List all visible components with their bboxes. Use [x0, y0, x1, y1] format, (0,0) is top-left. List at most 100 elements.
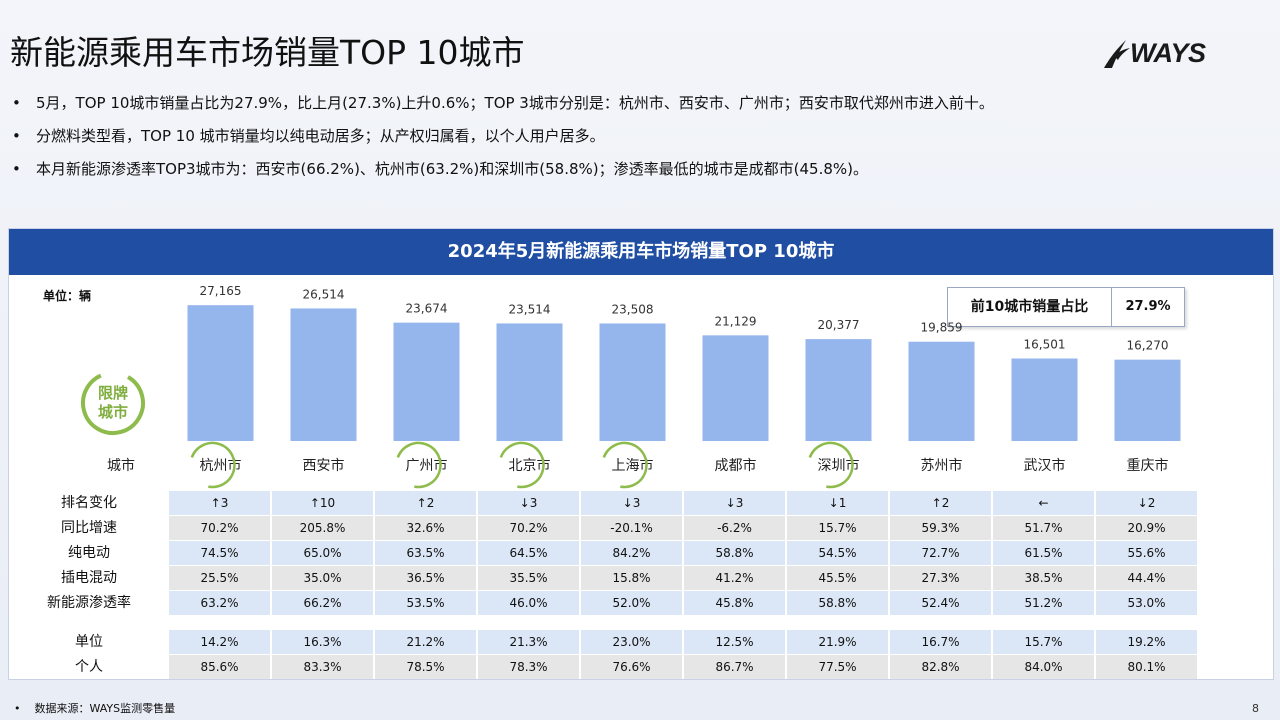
table-row: 插电混动 25.5% 35.0% 36.5% 35.5% 15.8% 41.2% 45.5% 2… — [9, 566, 1199, 590]
table-cell: ↓3 — [478, 491, 579, 515]
table-cell: -20.1% — [581, 516, 682, 540]
bullet-item: 分燃料类型看，TOP 10 城市销量均以纯电动居多；从产权归属看，以个人用户居多… — [10, 123, 1270, 156]
row-label: 插电混动 — [9, 566, 169, 590]
table-cell: ↑3 — [169, 491, 270, 515]
table-cell: 35.0% — [272, 566, 373, 590]
city-tick-label: 杭州市 — [200, 457, 242, 474]
chart-panel: 2024年5月新能源乘用车市场销量TOP 10城市 单位：辆 前10城市销量占比… — [8, 228, 1274, 680]
table-cell: 80.1% — [1096, 655, 1197, 679]
table-cell: 15.7% — [993, 630, 1094, 654]
table-cell: 20.9% — [1096, 516, 1197, 540]
table-cell: 70.2% — [169, 516, 270, 540]
bar-value-label: 16,501 — [1024, 337, 1066, 351]
table-cell: 58.8% — [684, 541, 785, 565]
table-cell: 36.5% — [375, 566, 476, 590]
table-cell: 61.5% — [993, 541, 1094, 565]
row-label: 同比增速 — [9, 516, 169, 540]
data-source: • 数据来源：WAYS监测零售量 — [14, 702, 176, 715]
bar — [1114, 359, 1181, 441]
table-cell: 53.5% — [375, 591, 476, 615]
table-row: 个人 85.6% 83.3% 78.5% 78.3% 76.6% 86.7% 77.5% 82.… — [9, 655, 1199, 679]
bar — [393, 322, 460, 441]
table-cell: ↓3 — [581, 491, 682, 515]
table-cell: ← — [993, 491, 1094, 515]
table-cell: 21.9% — [787, 630, 888, 654]
table-cell: 41.2% — [684, 566, 785, 590]
city-tick-label: 上海市 — [612, 457, 654, 474]
table-cell: 78.3% — [478, 655, 579, 679]
bar — [805, 339, 872, 441]
limited-city-ring — [601, 441, 648, 489]
bar — [496, 323, 563, 441]
table-cell: 53.0% — [1096, 591, 1197, 615]
table-cell: 72.7% — [890, 541, 991, 565]
table-cell: 19.2% — [1096, 630, 1197, 654]
table-cell: 84.0% — [993, 655, 1094, 679]
city-tick-label: 重庆市 — [1127, 457, 1169, 474]
city-tick-label: 武汉市 — [1024, 457, 1066, 474]
page-title: 新能源乘用车市场销量TOP 10城市 — [10, 33, 525, 72]
table-row: 排名变化 ↑3 ↑10 ↑2 ↓3 ↓3 ↓3 ↓1 ↑2 ← ↓2 — [9, 491, 1199, 515]
table-row: 单位 14.2% 16.3% 21.2% 21.3% 23.0% 12.5% 21.9% 16.… — [9, 630, 1199, 654]
page-number: 8 — [1252, 702, 1259, 715]
table-cell: 35.5% — [478, 566, 579, 590]
city-tick-label: 深圳市 — [818, 457, 860, 474]
limited-city-badge: 限牌 城市 — [79, 369, 147, 437]
limited-badge-line1: 限牌 — [97, 384, 128, 402]
table-cell: 45.5% — [787, 566, 888, 590]
table-cell: ↑2 — [375, 491, 476, 515]
limited-city-ring-icon — [81, 371, 145, 436]
table-cell: 65.0% — [272, 541, 373, 565]
table-cell: -6.2% — [684, 516, 785, 540]
table-cell: 63.2% — [169, 591, 270, 615]
bar — [599, 323, 666, 441]
table-cell: 12.5% — [684, 630, 785, 654]
table-row: 纯电动 74.5% 65.0% 63.5% 64.5% 84.2% 58.8% 54.5% 72… — [9, 541, 1199, 565]
share-box: 前10城市销量占比 27.9% — [947, 287, 1185, 327]
bar — [908, 341, 975, 441]
table-cell: 21.2% — [375, 630, 476, 654]
table-cell: 25.5% — [169, 566, 270, 590]
share-label: 前10城市销量占比 — [948, 288, 1112, 326]
table-cell: 74.5% — [169, 541, 270, 565]
table-cell: 51.7% — [993, 516, 1094, 540]
table-cell: 52.0% — [581, 591, 682, 615]
table-cell: 16.7% — [890, 630, 991, 654]
table-cell: 15.8% — [581, 566, 682, 590]
city-tick-label: 苏州市 — [921, 457, 963, 474]
city-tick-label: 广州市 — [406, 457, 448, 474]
table-cell: 21.3% — [478, 630, 579, 654]
limited-city-ring — [189, 441, 236, 489]
table-cell: 58.8% — [787, 591, 888, 615]
table-cell: 54.5% — [787, 541, 888, 565]
table-cell: 86.7% — [684, 655, 785, 679]
share-value: 27.9% — [1125, 299, 1171, 314]
table-cell: ↓3 — [684, 491, 785, 515]
bar-value-label: 19,859 — [921, 321, 963, 335]
table-cell: 77.5% — [787, 655, 888, 679]
summary-bullets: 5月，TOP 10城市销量占比为27.9%，比上月(27.3%)上升0.6%；T… — [10, 90, 1270, 189]
bar — [290, 308, 357, 441]
table-cell: 63.5% — [375, 541, 476, 565]
table-cell: 85.6% — [169, 655, 270, 679]
row-label: 排名变化 — [9, 491, 169, 515]
table-cell: ↓1 — [787, 491, 888, 515]
bar — [187, 305, 254, 441]
bar-value-label: 23,508 — [612, 302, 654, 316]
data-source-text: 数据来源：WAYS监测零售量 — [34, 702, 176, 715]
table-cell: 23.0% — [581, 630, 682, 654]
bar-chart: 27,165 杭州市 26,514 西安市 23,674 广州市 23,514 北京市 23,5… — [107, 284, 1181, 489]
table-cell: 44.4% — [1096, 566, 1197, 590]
table-cell: 76.6% — [581, 655, 682, 679]
table-cell: 84.2% — [581, 541, 682, 565]
row-label: 纯电动 — [9, 541, 169, 565]
row-label: 个人 — [9, 655, 169, 679]
limited-badge-line2: 城市 — [97, 403, 128, 421]
city-tick-label: 西安市 — [303, 457, 345, 474]
logo-text: WAYS — [1130, 38, 1206, 68]
table-cell: ↑10 — [272, 491, 373, 515]
row-label: 新能源渗透率 — [9, 591, 169, 615]
table-cell: 82.8% — [890, 655, 991, 679]
panel-title: 2024年5月新能源乘用车市场销量TOP 10城市 — [9, 229, 1273, 275]
table-cell: 38.5% — [993, 566, 1094, 590]
